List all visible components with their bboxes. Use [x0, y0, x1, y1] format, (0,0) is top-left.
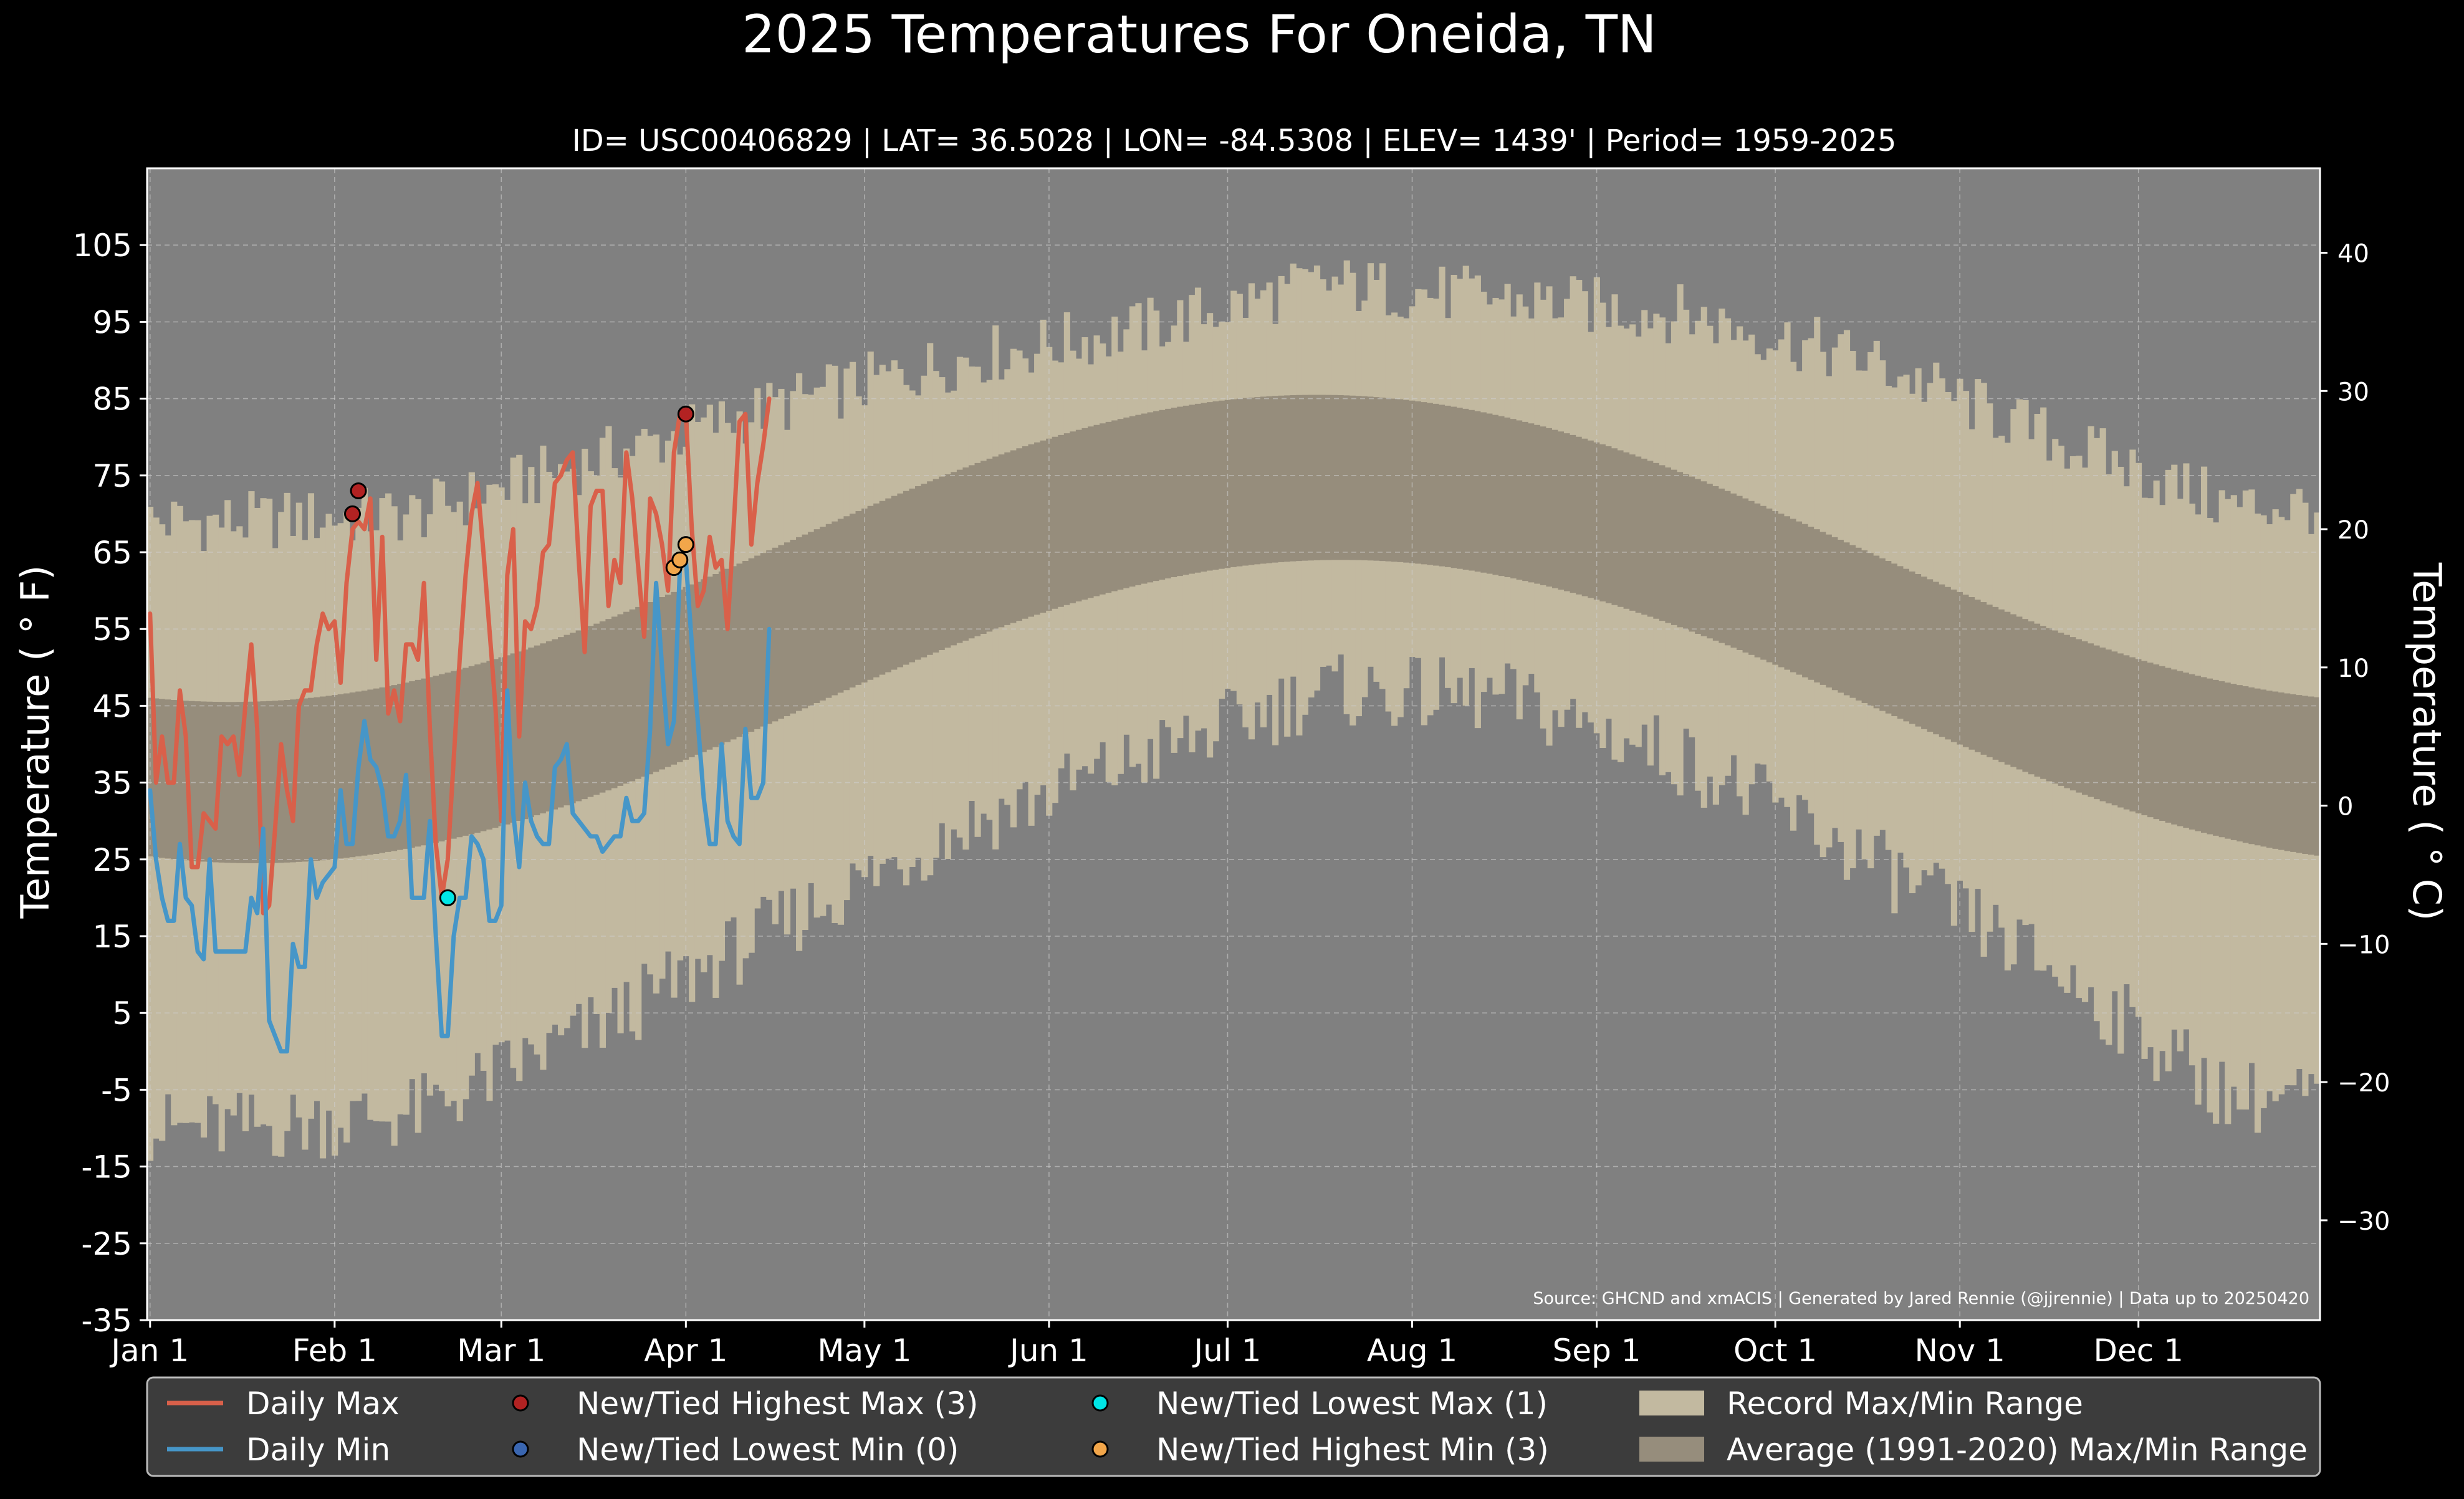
y-axis-label-c: Temperature ( ° C): [2404, 562, 2450, 921]
y2-tick-label: −20: [2337, 1069, 2390, 1098]
y-tick-label: 55: [92, 611, 132, 648]
y2-tick-label: 30: [2337, 378, 2369, 406]
y-axis-label-f: Temperature ( ° F): [12, 565, 58, 919]
y-tick-label: -25: [81, 1226, 132, 1262]
legend-label: Average (1991-2020) Max/Min Range: [1727, 1432, 2308, 1468]
x-tick-label: Apr 1: [644, 1333, 727, 1369]
record-marker: [677, 405, 694, 423]
x-tick-label: Jun 1: [1008, 1333, 1088, 1369]
legend: Daily Max Daily Min New/Tied Highest Max (…: [146, 1376, 2321, 1477]
plot-frame: [146, 167, 2321, 1321]
legend-label: New/Tied Highest Max (3): [577, 1386, 979, 1422]
x-tick-label: Nov 1: [1915, 1333, 2005, 1369]
chart-title: 2025 Temperatures For Oneida, TN: [742, 4, 1657, 65]
y-tick-label: 85: [92, 381, 132, 418]
y2-tick-label: 40: [2337, 240, 2369, 269]
x-tick-label: May 1: [817, 1333, 911, 1369]
y-tick-label: 95: [92, 304, 132, 340]
record-marker: [343, 505, 361, 522]
x-tick-label: Jan 1: [109, 1333, 189, 1369]
x-tick-label: Feb 1: [292, 1333, 377, 1369]
legend-label: Daily Max: [246, 1386, 400, 1422]
y-tick-label: 35: [92, 765, 132, 802]
legend-dot-swatch: [1091, 1440, 1109, 1458]
x-tick-label: Aug 1: [1367, 1333, 1457, 1369]
chart-subtitle: ID= USC00406829 | LAT= 36.5028 | LON= -8…: [572, 123, 1897, 158]
y-tick-label: 25: [92, 842, 132, 878]
record-marker: [350, 482, 367, 499]
y-tick-label: -5: [101, 1072, 132, 1108]
y2-tick-label: 10: [2337, 654, 2369, 683]
x-tick-label: Jul 1: [1192, 1333, 1261, 1369]
y-tick-label: 65: [92, 535, 132, 571]
grid: [147, 168, 2320, 1320]
y2-tick-label: 0: [2337, 793, 2353, 821]
legend-dot-swatch: [1091, 1394, 1109, 1412]
x-tick-label: Oct 1: [1733, 1333, 1817, 1369]
y-tick-label: 105: [73, 227, 132, 264]
daily-min-line: [148, 557, 772, 1054]
y2-tick-label: 20: [2337, 516, 2369, 545]
legend-patch-swatch: [1639, 1437, 1704, 1462]
record-marker: [439, 889, 456, 906]
legend-label: New/Tied Highest Min (3): [1156, 1432, 1549, 1468]
y2-tick-label: −30: [2337, 1207, 2390, 1236]
y-tick-label: 75: [92, 458, 132, 494]
legend-dot-swatch: [512, 1394, 529, 1412]
y-tick-label: -15: [81, 1149, 132, 1185]
average-range-band: [147, 395, 2320, 863]
record-marker: [671, 551, 689, 568]
x-tick-label: Mar 1: [457, 1333, 545, 1369]
daily-max-line: [148, 396, 772, 916]
legend-label: New/Tied Lowest Max (1): [1156, 1386, 1548, 1422]
x-tick-label: Sep 1: [1553, 1333, 1641, 1369]
record-marker: [677, 536, 694, 553]
legend-box: [146, 1376, 2321, 1477]
y-tick-label: 45: [92, 688, 132, 724]
legend-label: Daily Min: [246, 1432, 390, 1468]
y-tick-label: 5: [112, 995, 132, 1032]
y2-tick-label: −10: [2337, 931, 2390, 959]
legend-label: New/Tied Lowest Min (0): [577, 1432, 959, 1468]
plot-area: [147, 168, 2320, 1320]
y-tick-label: -35: [81, 1303, 132, 1339]
legend-label: Record Max/Min Range: [1727, 1386, 2083, 1422]
legend-patch-swatch: [1639, 1391, 1704, 1415]
source-note: Source: GHCND and xmACIS | Generated by …: [1533, 1289, 2309, 1308]
x-tick-label: Dec 1: [2093, 1333, 2183, 1369]
legend-dot-swatch: [512, 1440, 529, 1458]
y-tick-label: 15: [92, 919, 132, 955]
